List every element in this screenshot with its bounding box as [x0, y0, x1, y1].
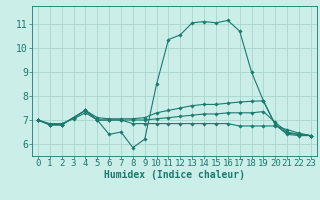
X-axis label: Humidex (Indice chaleur): Humidex (Indice chaleur)	[104, 170, 245, 180]
